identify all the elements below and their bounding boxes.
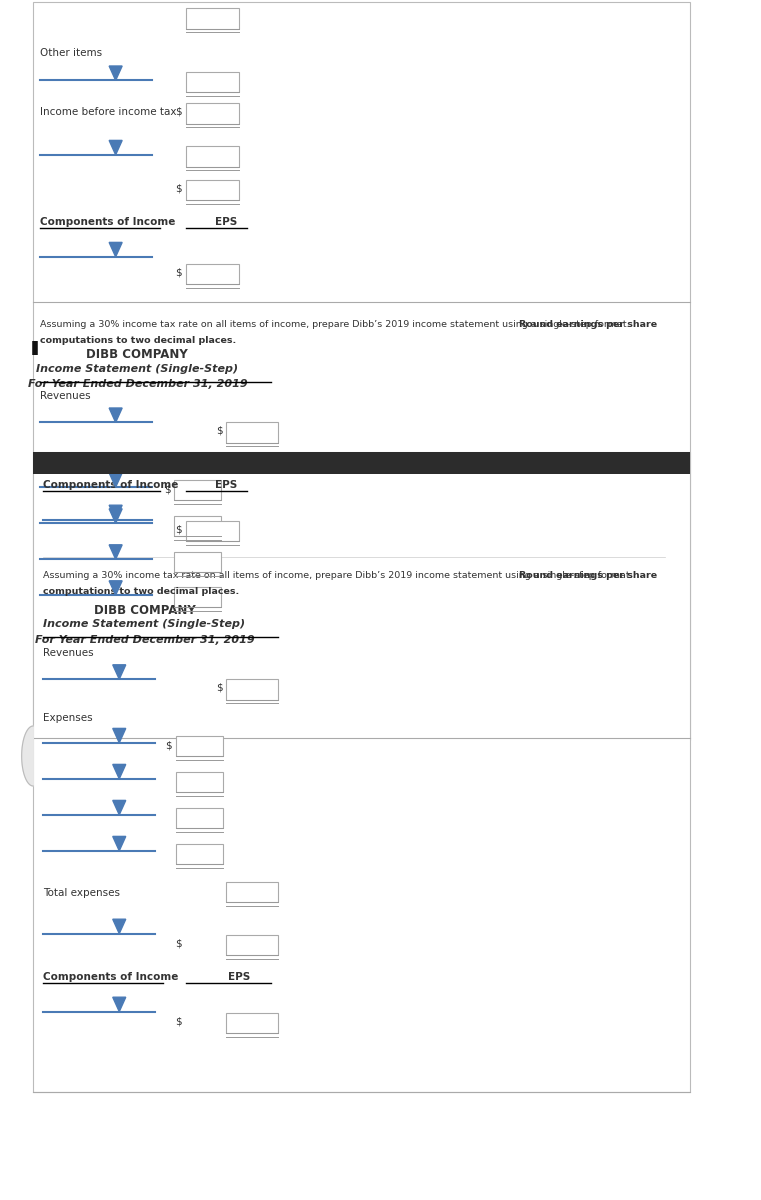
Text: $: $: [164, 485, 170, 494]
Text: Expenses: Expenses: [40, 457, 89, 467]
FancyBboxPatch shape: [186, 146, 238, 167]
FancyBboxPatch shape: [33, 452, 690, 1092]
Text: Round earnings per share: Round earnings per share: [519, 571, 658, 580]
FancyBboxPatch shape: [33, 2, 690, 740]
Text: EPS: EPS: [215, 217, 237, 227]
FancyBboxPatch shape: [176, 772, 223, 792]
Text: $: $: [165, 740, 172, 750]
Polygon shape: [21, 726, 33, 786]
FancyBboxPatch shape: [174, 480, 221, 500]
FancyBboxPatch shape: [226, 1013, 279, 1033]
Polygon shape: [109, 545, 123, 559]
Polygon shape: [113, 836, 126, 851]
Polygon shape: [113, 764, 126, 779]
Polygon shape: [109, 242, 123, 257]
Text: Total expenses: Total expenses: [43, 888, 120, 898]
Text: For Year Ended December 31, 2019: For Year Ended December 31, 2019: [27, 379, 247, 389]
Polygon shape: [109, 581, 123, 595]
Polygon shape: [109, 140, 123, 155]
Polygon shape: [113, 728, 126, 743]
Text: Income before income tax: Income before income tax: [40, 107, 177, 116]
Text: DIBB COMPANY: DIBB COMPANY: [87, 348, 188, 361]
Text: Expenses: Expenses: [43, 713, 93, 722]
Text: Revenues: Revenues: [43, 648, 94, 658]
Text: Income Statement (Single-Step): Income Statement (Single-Step): [43, 619, 246, 629]
Text: $: $: [216, 426, 223, 436]
FancyBboxPatch shape: [174, 516, 221, 536]
Text: DIBB COMPANY: DIBB COMPANY: [94, 604, 196, 617]
Polygon shape: [113, 665, 126, 679]
Text: EPS: EPS: [215, 480, 237, 490]
Text: $: $: [216, 683, 223, 692]
Text: Components of Income: Components of Income: [43, 972, 179, 982]
FancyBboxPatch shape: [174, 552, 221, 572]
Text: Round earnings per share: Round earnings per share: [519, 320, 658, 329]
Polygon shape: [113, 919, 126, 934]
Text: Other items: Other items: [40, 48, 102, 58]
FancyBboxPatch shape: [226, 882, 279, 902]
Text: $: $: [176, 107, 182, 116]
Text: $: $: [176, 938, 182, 948]
Polygon shape: [113, 997, 126, 1012]
FancyBboxPatch shape: [186, 521, 238, 541]
FancyBboxPatch shape: [176, 808, 223, 828]
FancyBboxPatch shape: [186, 103, 238, 124]
Text: computations to two decimal places.: computations to two decimal places.: [43, 587, 240, 595]
Polygon shape: [109, 509, 123, 523]
Text: Assuming a 30% income tax rate on all items of income, prepare Dibb’s 2019 incom: Assuming a 30% income tax rate on all it…: [40, 320, 632, 329]
Text: EPS: EPS: [228, 972, 250, 982]
FancyBboxPatch shape: [226, 935, 279, 955]
FancyBboxPatch shape: [176, 736, 223, 756]
Text: Components of Income: Components of Income: [43, 480, 179, 490]
Text: $: $: [176, 1016, 182, 1026]
Text: computations to two decimal places.: computations to two decimal places.: [40, 336, 236, 346]
Polygon shape: [109, 505, 123, 520]
Text: Revenues: Revenues: [40, 391, 91, 401]
Text: $: $: [176, 524, 182, 534]
FancyBboxPatch shape: [186, 8, 238, 29]
Polygon shape: [109, 408, 123, 422]
Polygon shape: [109, 473, 123, 487]
Text: Assuming a 30% income tax rate on all items of income, prepare Dibb’s 2019 incom: Assuming a 30% income tax rate on all it…: [43, 571, 636, 580]
FancyBboxPatch shape: [174, 587, 221, 607]
FancyBboxPatch shape: [186, 264, 238, 284]
Text: For Year Ended December 31, 2019: For Year Ended December 31, 2019: [35, 635, 254, 644]
FancyBboxPatch shape: [176, 844, 223, 864]
FancyBboxPatch shape: [33, 452, 690, 474]
Text: Income Statement (Single-Step): Income Statement (Single-Step): [37, 364, 238, 373]
FancyBboxPatch shape: [226, 422, 279, 443]
Polygon shape: [109, 66, 123, 80]
Text: $: $: [176, 268, 182, 277]
Text: $: $: [176, 184, 182, 193]
Polygon shape: [113, 800, 126, 815]
FancyBboxPatch shape: [226, 679, 279, 700]
FancyBboxPatch shape: [186, 72, 238, 92]
FancyBboxPatch shape: [186, 180, 238, 200]
Text: Components of Income: Components of Income: [40, 217, 175, 227]
